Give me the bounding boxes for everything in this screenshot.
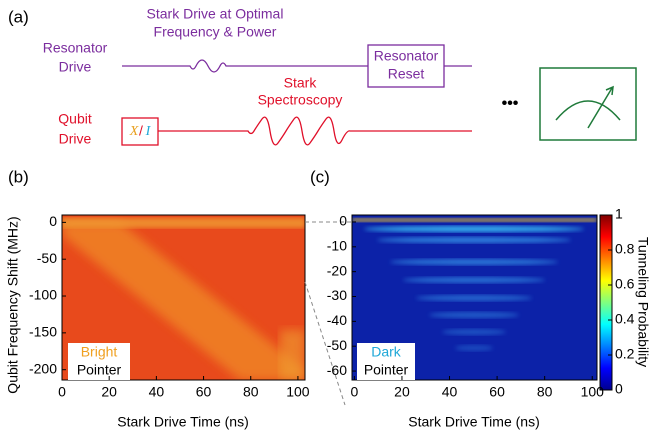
gate-i: I [145,124,152,139]
y-tick-label: -30 [327,287,347,303]
x-tick-label: 80 [243,384,259,400]
panel-label: (c) [310,167,330,186]
axes-frame [61,214,306,381]
connector [304,221,352,406]
inset-text: Bright [81,344,118,360]
x-tick-label: 80 [537,384,553,400]
heat-edge [352,218,597,222]
inset-box [357,343,415,380]
gate-slash: / [139,123,143,139]
inset-text: Pointer [77,362,122,378]
colorbar-tick-label: 0.6 [615,276,635,292]
inset-text: Pointer [364,362,409,378]
colorbar-tick-label: 1 [615,206,623,222]
panel-label: (a) [8,7,29,26]
inset-text: Dark [371,344,402,360]
x-tick-label: 40 [149,384,165,400]
spectroscopy-title: Spectroscopy [258,92,343,108]
axes-frame [351,214,598,381]
colorbar-tick-label: 0.2 [615,346,635,362]
heat-band [416,295,532,301]
heat-band [390,259,558,265]
stark-title: Frequency & Power [154,24,277,40]
y-tick-label: -50 [37,250,57,266]
heat-band [442,329,506,335]
inset-box [68,343,130,380]
qubit-label: Qubit [58,111,92,127]
y-tick-label: -50 [327,337,347,353]
x-axis-label: Stark Drive Time (ns) [117,414,248,430]
resonator-label: Resonator [43,40,108,56]
colorbar-tick-label: 0.4 [615,311,635,327]
heat-band [455,345,493,351]
heat-band [377,237,571,243]
gate-x: X [129,124,139,139]
y-tick-label: 0 [49,213,57,229]
measurement-icon [539,67,637,141]
reset-label: Resonator [374,48,439,64]
y-tick-label: -200 [29,360,57,376]
qubit-label: Drive [59,131,92,147]
y-tick-label: -150 [29,324,57,340]
x-tick-label: 0 [58,384,66,400]
qubit-drive-line [121,116,472,146]
x-tick-label: 60 [196,384,212,400]
x-tick-label: 100 [286,384,310,400]
colorbar-label: Tunneling Probability [635,237,651,367]
colorbar [599,214,613,391]
y-tick-label: -40 [327,312,347,328]
x-tick-label: 100 [581,384,605,400]
y-tick-label: 0 [339,213,347,229]
y-tick-label: -10 [327,238,347,254]
panel-label: (b) [8,167,29,186]
resonator-label: Drive [59,59,92,75]
stark-title: Stark Drive at Optimal [147,6,284,22]
x-tick-label: 60 [489,384,505,400]
y-axis-label: Qubit Frequency Shift (MHz) [5,216,21,393]
ellipsis: ••• [502,95,519,112]
heat-band [429,312,519,318]
x-tick-label: 0 [350,384,358,400]
x-tick-label: 20 [394,384,410,400]
y-tick-label: -100 [29,287,57,303]
y-tick-label: -60 [327,362,347,378]
x-axis-label: Stark Drive Time (ns) [408,414,539,430]
heat-band [403,277,545,283]
y-tick-label: -20 [327,262,347,278]
heat-band [364,226,584,232]
spectroscopy-title: Stark [284,75,318,91]
colorbar-tick-label: 0.8 [615,241,635,257]
colorbar-tick-label: 0 [615,381,623,397]
reset-label: Reset [388,66,425,82]
resonator-drive-line [122,44,472,88]
x-tick-label: 20 [101,384,117,400]
x-tick-label: 40 [442,384,458,400]
